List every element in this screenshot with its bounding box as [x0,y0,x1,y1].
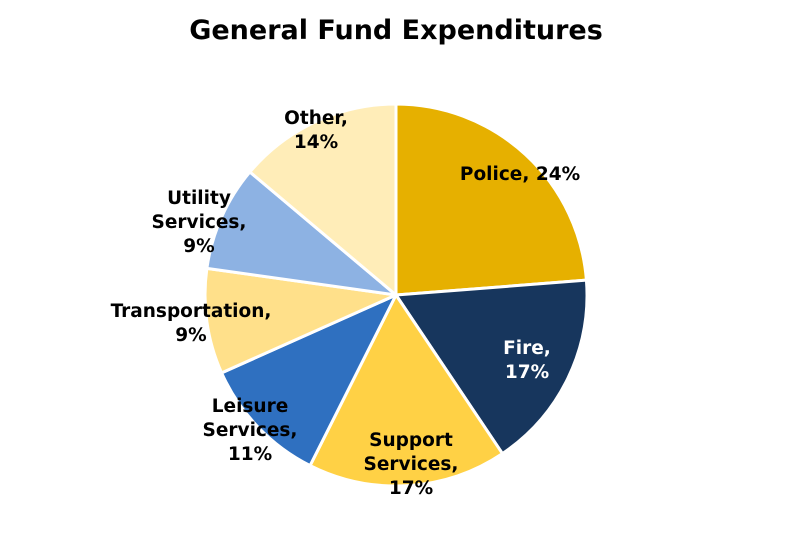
pie-slice-other [248,102,398,297]
slice-label-transportation: Transportation, 9% [111,301,272,346]
pie-slices [203,102,589,488]
pie-slice-leisure-services [220,293,398,468]
slice-label-utility-services: Utility Services, 9% [152,188,247,257]
slice-label-other: Other, 14% [284,108,348,153]
slice-label-leisure-services: Leisure Services, 11% [203,396,298,465]
slice-label-police: Police, 24% [460,164,580,185]
slice-label-support-services: Support Services, 17% [364,430,459,499]
slice-label-fire: Fire, 17% [503,338,551,383]
pie-slice-transportation [203,266,398,375]
pie-slice-utility-services [205,170,398,297]
pie-slice-support-services [308,293,504,488]
pie-slice-fire [394,278,589,456]
chart-title: General Fund Expenditures [189,15,603,46]
pie-slice-police [394,102,588,297]
pie-labels: Police, 24% Fire, 17% Support Services, 17% Le… [111,108,581,499]
